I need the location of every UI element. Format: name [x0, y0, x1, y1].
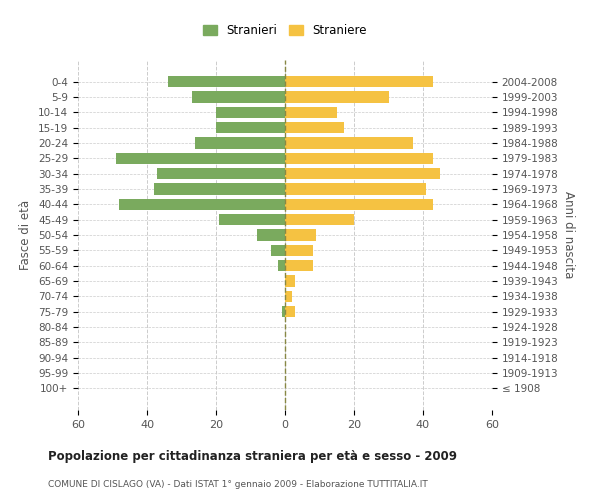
Y-axis label: Anni di nascita: Anni di nascita	[562, 192, 575, 278]
Bar	[119, 198, 285, 210]
Bar	[285, 122, 344, 134]
Bar	[285, 91, 389, 102]
Bar	[278, 260, 285, 272]
Bar	[116, 152, 285, 164]
Bar	[285, 244, 313, 256]
Text: COMUNE DI CISLAGO (VA) - Dati ISTAT 1° gennaio 2009 - Elaborazione TUTTITALIA.IT: COMUNE DI CISLAGO (VA) - Dati ISTAT 1° g…	[48, 480, 428, 489]
Bar	[285, 168, 440, 179]
Y-axis label: Fasce di età: Fasce di età	[19, 200, 32, 270]
Bar	[216, 106, 285, 118]
Bar	[192, 91, 285, 102]
Bar	[285, 306, 295, 318]
Bar	[220, 214, 285, 226]
Text: Popolazione per cittadinanza straniera per età e sesso - 2009: Popolazione per cittadinanza straniera p…	[48, 450, 457, 463]
Bar	[216, 122, 285, 134]
Bar	[285, 198, 433, 210]
Bar	[285, 106, 337, 118]
Bar	[285, 152, 433, 164]
Legend: Stranieri, Straniere: Stranieri, Straniere	[199, 20, 371, 40]
Bar	[271, 244, 285, 256]
Bar	[168, 76, 285, 88]
Bar	[285, 260, 313, 272]
Bar	[257, 229, 285, 241]
Bar	[285, 276, 295, 287]
Bar	[285, 137, 413, 148]
Bar	[154, 183, 285, 194]
Bar	[196, 137, 285, 148]
Bar	[285, 229, 316, 241]
Bar	[157, 168, 285, 179]
Bar	[285, 183, 427, 194]
Bar	[281, 306, 285, 318]
Bar	[285, 214, 354, 226]
Bar	[285, 290, 292, 302]
Bar	[285, 76, 433, 88]
